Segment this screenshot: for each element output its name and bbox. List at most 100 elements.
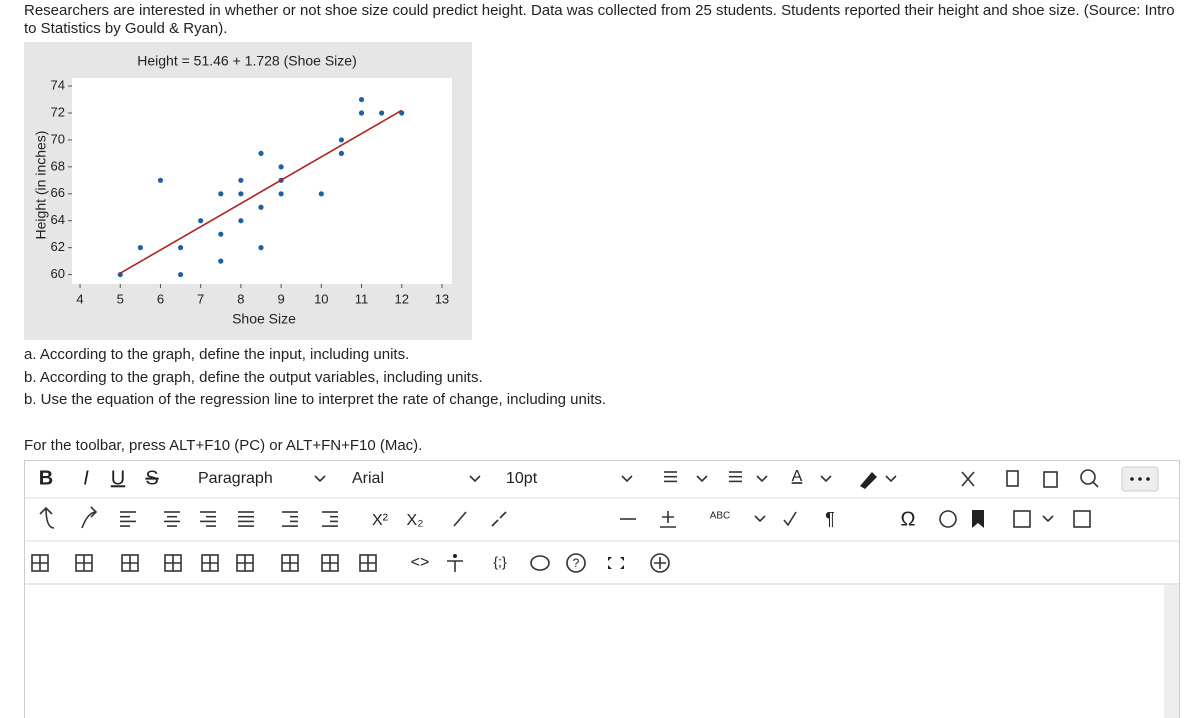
table-tool-grid[interactable] bbox=[32, 555, 48, 571]
y-tick-label: 62 bbox=[51, 239, 65, 254]
delete-table-button[interactable] bbox=[1073, 510, 1091, 528]
question: b. According to the graph, define the ou… bbox=[24, 369, 483, 386]
point bbox=[358, 96, 365, 103]
point bbox=[258, 150, 264, 156]
point bbox=[177, 245, 184, 251]
plot-area bbox=[72, 78, 452, 284]
code-button[interactable]: {;} bbox=[493, 554, 507, 570]
bold-button[interactable]: B bbox=[39, 467, 53, 489]
editor-body[interactable] bbox=[25, 585, 1164, 718]
point bbox=[338, 150, 345, 156]
link-button[interactable] bbox=[453, 511, 467, 527]
search-handle[interactable] bbox=[1092, 481, 1099, 488]
copy-button[interactable] bbox=[1006, 470, 1019, 487]
point bbox=[157, 177, 164, 183]
table-tool-grid[interactable] bbox=[360, 555, 376, 571]
check-button[interactable] bbox=[783, 511, 797, 527]
point bbox=[338, 137, 345, 143]
point bbox=[137, 245, 143, 251]
highlight-button[interactable] bbox=[860, 472, 877, 489]
more-dot[interactable] bbox=[1146, 477, 1150, 481]
special-char-button[interactable]: Ω bbox=[901, 508, 916, 530]
x-tick-label: 12 bbox=[395, 291, 409, 306]
dropdown-chevron[interactable] bbox=[885, 475, 897, 483]
intro-line: Researchers are interested in whether or… bbox=[24, 2, 1175, 19]
accessibility-button[interactable] bbox=[453, 554, 457, 558]
table-button[interactable] bbox=[1013, 510, 1031, 528]
point bbox=[218, 231, 224, 237]
point bbox=[358, 110, 365, 116]
x-tick-label: 13 bbox=[435, 291, 449, 306]
x-tick-label: 10 bbox=[314, 291, 328, 306]
strikethrough-button[interactable]: S bbox=[145, 467, 158, 489]
preview-button[interactable] bbox=[530, 555, 550, 571]
html-button[interactable]: <> bbox=[411, 554, 430, 571]
y-tick-label: 60 bbox=[51, 266, 65, 281]
point bbox=[318, 191, 324, 197]
question: a. According to the graph, define the in… bbox=[24, 346, 409, 363]
more-dot[interactable] bbox=[1130, 477, 1134, 481]
point bbox=[238, 177, 244, 183]
paste-button[interactable] bbox=[1043, 471, 1058, 488]
paragraph-button[interactable]: ¶ bbox=[825, 509, 835, 529]
point bbox=[258, 204, 264, 210]
font-size-select[interactable]: 10pt bbox=[506, 470, 538, 487]
undo-button[interactable] bbox=[39, 506, 55, 529]
x-tick-label: 11 bbox=[355, 291, 369, 306]
dropdown-chevron[interactable] bbox=[1042, 515, 1054, 523]
table-tool-grid[interactable] bbox=[165, 555, 181, 571]
dropdown-chevron[interactable] bbox=[469, 475, 481, 483]
underline-button[interactable]: U bbox=[111, 467, 125, 489]
dropdown-chevron[interactable] bbox=[756, 475, 768, 483]
add-button[interactable] bbox=[650, 553, 670, 573]
superscript-button[interactable]: X² bbox=[372, 512, 389, 529]
point bbox=[177, 271, 184, 278]
dropdown-chevron[interactable] bbox=[314, 475, 326, 483]
unlink-button[interactable] bbox=[491, 511, 507, 527]
accessibility-body[interactable] bbox=[447, 560, 463, 572]
dropdown-chevron[interactable] bbox=[696, 475, 708, 483]
italic-button[interactable]: I bbox=[83, 467, 89, 489]
table-tool-grid[interactable] bbox=[76, 555, 92, 571]
table-tool-grid[interactable] bbox=[202, 555, 218, 571]
cut-button[interactable] bbox=[961, 471, 975, 487]
y-tick-label: 74 bbox=[51, 78, 65, 93]
x-tick-label: 6 bbox=[157, 291, 164, 306]
point bbox=[238, 191, 244, 197]
subscript-button[interactable]: X₂ bbox=[407, 512, 424, 529]
point bbox=[238, 218, 244, 224]
block-format-select[interactable]: Paragraph bbox=[198, 470, 273, 487]
x-tick-label: 9 bbox=[277, 291, 284, 306]
dropdown-chevron[interactable] bbox=[621, 475, 633, 483]
emoji-button[interactable] bbox=[939, 510, 957, 528]
dropdown-chevron[interactable] bbox=[820, 475, 832, 483]
more-dot[interactable] bbox=[1138, 477, 1142, 481]
search-button[interactable] bbox=[1080, 469, 1096, 485]
help-label[interactable]: ? bbox=[573, 556, 580, 570]
dropdown-chevron[interactable] bbox=[754, 515, 766, 523]
bookmark-button[interactable] bbox=[972, 510, 984, 528]
x-tick-label: 7 bbox=[197, 291, 204, 306]
help-button[interactable] bbox=[566, 553, 586, 573]
text-color-button[interactable]: A bbox=[792, 468, 803, 485]
table-tool-grid[interactable] bbox=[237, 555, 253, 571]
point bbox=[218, 191, 224, 197]
x-tick-label: 5 bbox=[117, 291, 124, 306]
redo-button[interactable] bbox=[81, 506, 98, 529]
y-tick-label: 64 bbox=[51, 212, 65, 227]
table-tool-grid[interactable] bbox=[122, 555, 138, 571]
x-tick-label: 4 bbox=[76, 291, 83, 306]
question: b. Use the equation of the regression li… bbox=[24, 391, 606, 408]
insert-button[interactable] bbox=[660, 511, 676, 528]
add-plus[interactable] bbox=[654, 557, 666, 569]
font-family-select[interactable]: Arial bbox=[352, 470, 384, 487]
toolbar-hint: For the toolbar, press ALT+F10 (PC) or A… bbox=[24, 437, 422, 454]
spellcheck-button[interactable]: ABC bbox=[710, 511, 731, 522]
y-tick-label: 68 bbox=[51, 158, 65, 173]
x-axis-label: Shoe Size bbox=[232, 311, 296, 327]
fullscreen-button[interactable] bbox=[608, 557, 624, 569]
table-tool-grid[interactable] bbox=[322, 555, 338, 571]
point bbox=[218, 258, 224, 264]
table-tool-grid[interactable] bbox=[282, 555, 298, 571]
point bbox=[278, 191, 284, 197]
